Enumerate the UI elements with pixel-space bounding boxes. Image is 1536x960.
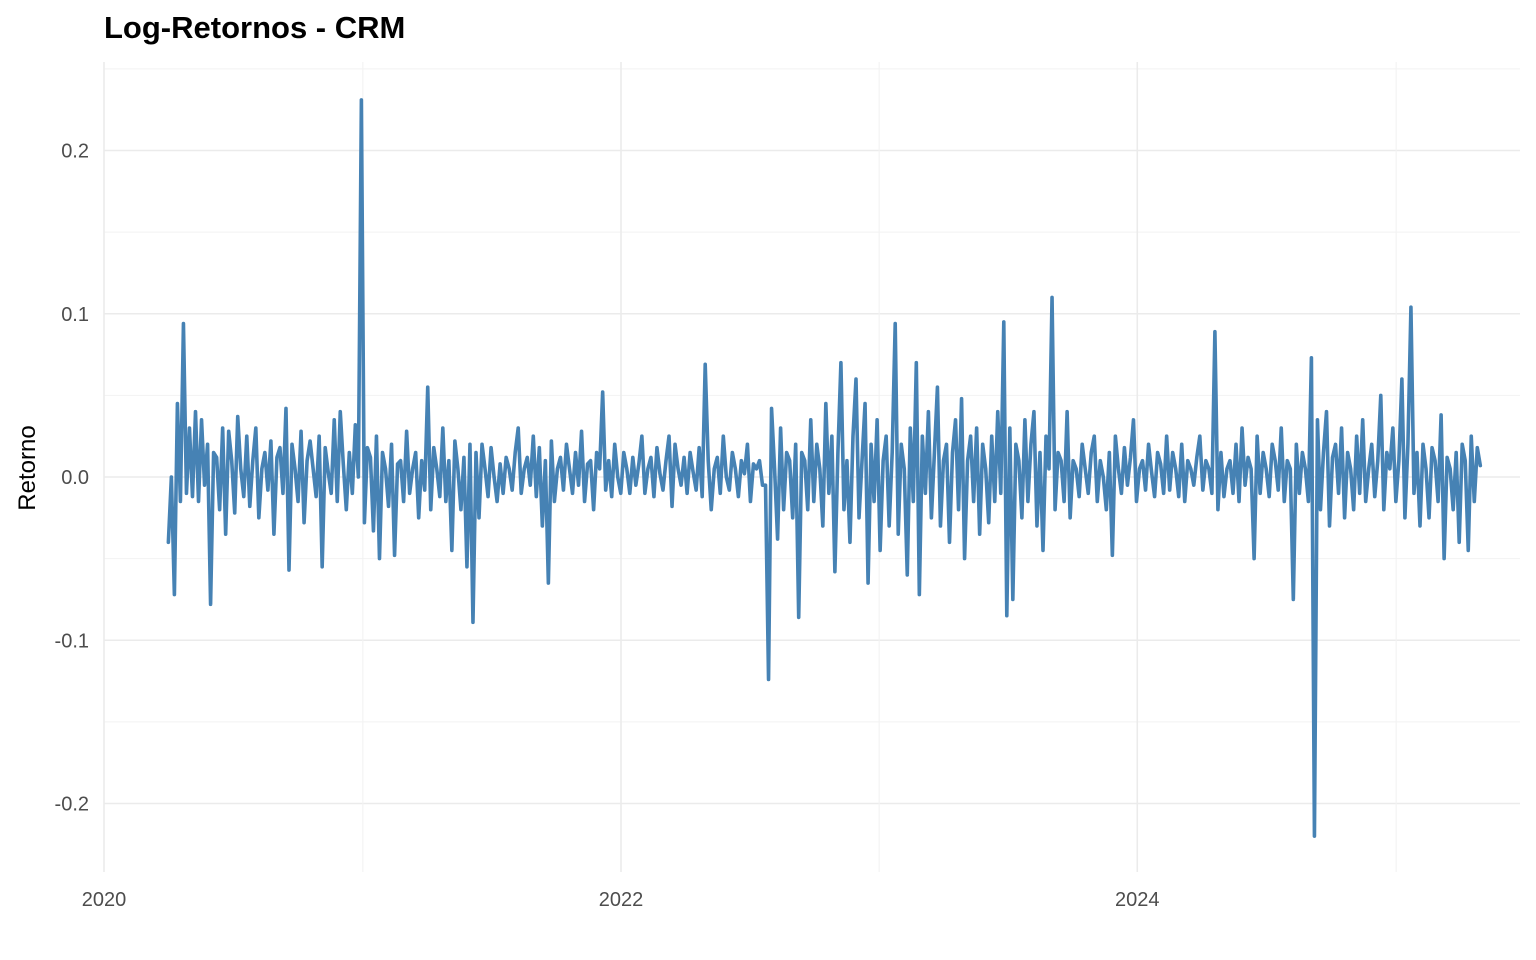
y-tick-label: -0.2 — [55, 794, 89, 816]
chart-title: Log-Retornos - CRM — [104, 10, 406, 45]
series-layer — [166, 98, 1483, 838]
x-tick-label: 2020 — [82, 889, 127, 911]
x-tick-labels: 2020 2022 2024 — [82, 889, 1160, 911]
series-line — [166, 98, 1483, 838]
grid — [103, 62, 1520, 872]
y-tick-label: 0.0 — [61, 467, 89, 489]
y-tick-label: 0.1 — [61, 304, 89, 326]
x-tick-label: 2024 — [1115, 889, 1160, 911]
y-tick-label: 0.2 — [61, 141, 89, 163]
y-tick-label: -0.1 — [55, 630, 89, 652]
x-tick-label: 2022 — [599, 889, 644, 911]
y-tick-labels: -0.2 -0.1 0.0 0.1 0.2 — [55, 141, 89, 816]
